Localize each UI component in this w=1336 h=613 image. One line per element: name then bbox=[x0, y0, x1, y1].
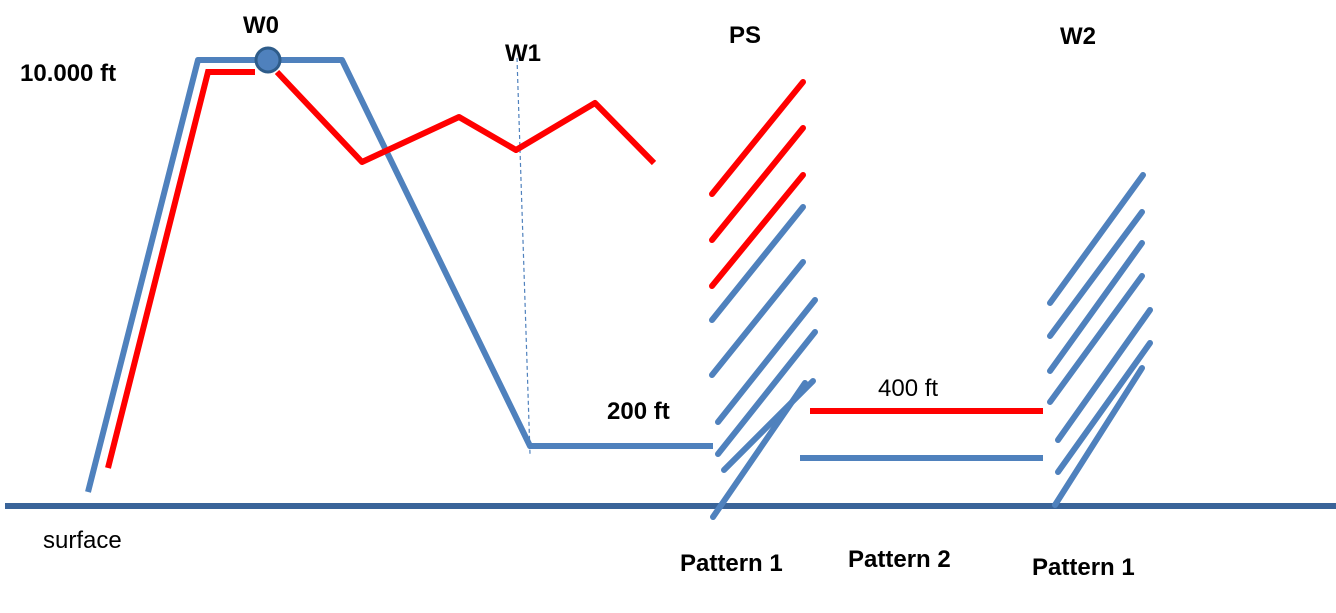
w2-blue-diagonal bbox=[1052, 365, 1145, 508]
pattern1-right-label: Pattern 1 bbox=[1032, 554, 1135, 581]
ps-blue-diagonal bbox=[715, 329, 818, 457]
w2-blue-diagonal bbox=[1055, 307, 1153, 443]
ps-red-diagonal bbox=[709, 125, 806, 243]
pattern1-left-label: Pattern 1 bbox=[680, 550, 783, 577]
w2-blue-diagonal bbox=[1047, 172, 1146, 306]
w1-marker-line bbox=[516, 57, 531, 455]
w2-blue-diagonal bbox=[1047, 209, 1145, 339]
ps-red-diagonals bbox=[709, 79, 806, 289]
altitude-10000-label: 10.000 ft bbox=[20, 60, 117, 87]
w2-blue-diagonal bbox=[1047, 273, 1145, 405]
ps-blue-diagonal bbox=[709, 204, 806, 323]
red-flight-path bbox=[105, 69, 255, 469]
red-zigzag-path bbox=[274, 69, 657, 166]
w1-label: W1 bbox=[505, 40, 541, 67]
pattern2-label: Pattern 2 bbox=[848, 546, 951, 573]
altitude-200-label: 200 ft bbox=[607, 398, 670, 425]
blue-flight-path bbox=[85, 57, 713, 493]
w2-label: W2 bbox=[1060, 23, 1096, 50]
ps-blue-diagonals bbox=[709, 204, 818, 520]
ps-label: PS bbox=[729, 22, 762, 49]
ps-red-diagonal bbox=[709, 79, 806, 197]
ps-blue-diagonal bbox=[709, 259, 806, 378]
surface-label: surface bbox=[43, 527, 122, 554]
ps-blue-diagonal bbox=[715, 297, 818, 425]
w2-blue-diagonal bbox=[1055, 340, 1153, 475]
w0-waypoint-marker bbox=[254, 46, 282, 74]
ps-blue-diagonal bbox=[710, 380, 808, 520]
ps-red-diagonal bbox=[709, 172, 806, 289]
altitude-400-label: 400 ft bbox=[878, 375, 939, 402]
w2-blue-diagonals bbox=[1047, 172, 1153, 508]
w2-blue-diagonal bbox=[1047, 240, 1145, 374]
w0-label: W0 bbox=[243, 12, 279, 39]
